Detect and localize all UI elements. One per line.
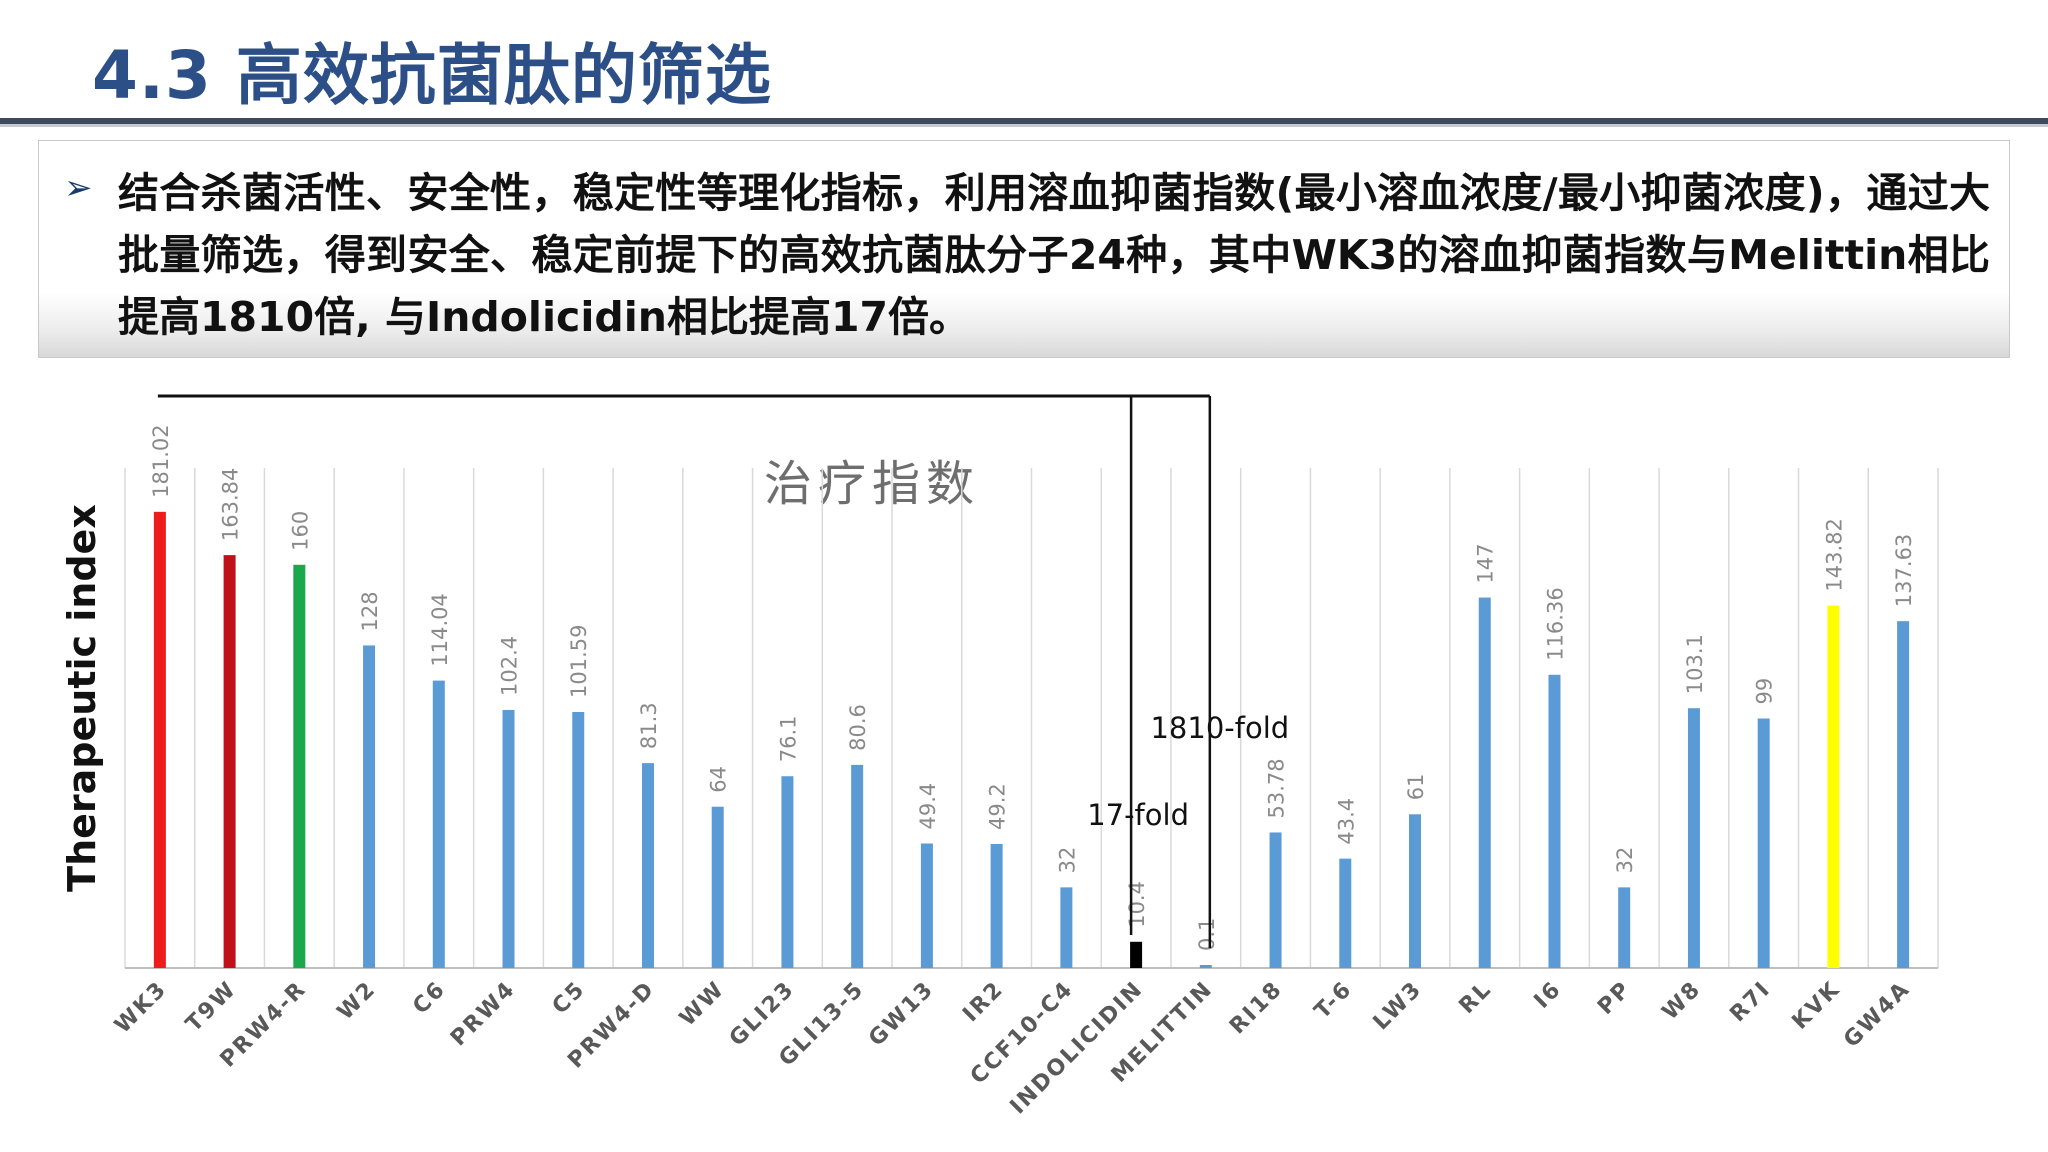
bar [920,843,933,968]
annotation-17-fold: 17-fold [1087,798,1189,832]
category-label: C5 [548,977,591,1020]
category-label: T9W [181,977,242,1038]
bar [1618,887,1631,968]
bar [1897,621,1910,968]
data-label: 10.4 [1125,881,1149,928]
bar [1269,832,1282,968]
data-label: 43.4 [1334,798,1358,845]
data-label: 103.1 [1683,634,1707,694]
category-label: R7I [1725,977,1776,1028]
data-label: 32 [1613,847,1637,874]
bar [1757,718,1770,968]
bar [1060,887,1073,968]
data-label: 128 [358,591,382,631]
category-label: INDOLICIDIN [1006,977,1149,1120]
category-label: GW13 [864,977,939,1052]
bar [1339,858,1352,968]
data-label: 101.59 [567,625,591,698]
category-label: WK3 [110,977,172,1039]
slide-title: 4.3 高效抗菌肽的筛选 [92,37,772,114]
bar [851,764,864,968]
data-label: 81.3 [637,702,661,749]
data-label: 49.4 [916,783,940,830]
data-label: 0.1 [1195,918,1219,951]
bar [1827,605,1840,968]
data-label: 114.04 [428,593,452,666]
bar [432,680,445,968]
category-label: T-6 [1310,977,1358,1025]
bar [641,763,654,968]
category-label: I6 [1530,977,1567,1014]
category-label: IR2 [958,977,1009,1028]
data-label: 80.6 [846,704,870,751]
category-label: KVK [1788,977,1846,1035]
data-label: 64 [707,766,731,793]
title-rule [0,118,2048,124]
bar [1478,597,1491,968]
data-label: 160 [288,511,312,551]
data-label: 181.02 [149,424,173,497]
data-label: 116.36 [1543,587,1567,660]
title-rule-shadow [0,124,2048,127]
data-label: 102.4 [498,636,522,696]
bar [1409,814,1422,968]
bar [1199,965,1212,968]
category-label: RI18 [1225,977,1288,1040]
data-label: 49.2 [986,783,1010,830]
data-label: 137.63 [1892,534,1916,607]
category-label: W2 [333,977,381,1025]
bar [502,709,515,968]
bar [1687,708,1700,968]
bar [572,711,585,968]
category-label: GW4A [1839,977,1915,1053]
chart-title: 治疗指数 [764,456,981,512]
category-label: RL [1455,977,1497,1019]
data-label: 76.1 [776,715,800,762]
bar [781,776,794,968]
category-label: PP [1593,977,1636,1020]
bar [223,555,236,968]
data-label: 163.84 [219,468,243,541]
data-label: 99 [1753,678,1777,705]
category-label: C6 [408,977,451,1020]
bar [1548,674,1561,968]
category-label: WW [675,977,730,1032]
data-label: 61 [1404,774,1428,801]
summary-box [38,140,2010,358]
bar [1130,941,1143,968]
category-label: PRW4 [446,977,521,1052]
category-label: W8 [1658,977,1706,1025]
data-label: 147 [1474,543,1498,583]
summary-text: 结合杀菌活性、安全性，稳定性等理化指标，利用溶血抑菌指数(最小溶血浓度/最小抑菌… [118,169,1990,341]
arrow-bullet-icon: ➢ [64,168,93,208]
data-label: 32 [1055,847,1079,874]
bar [711,806,724,968]
bar [293,564,306,968]
bar [153,511,166,968]
bar [363,645,376,968]
bar [990,844,1003,968]
category-label: LW3 [1369,977,1428,1036]
data-label: 53.78 [1265,758,1289,818]
data-label: 143.82 [1822,518,1846,591]
annotation-1810-fold: 1810-fold [1150,711,1289,745]
